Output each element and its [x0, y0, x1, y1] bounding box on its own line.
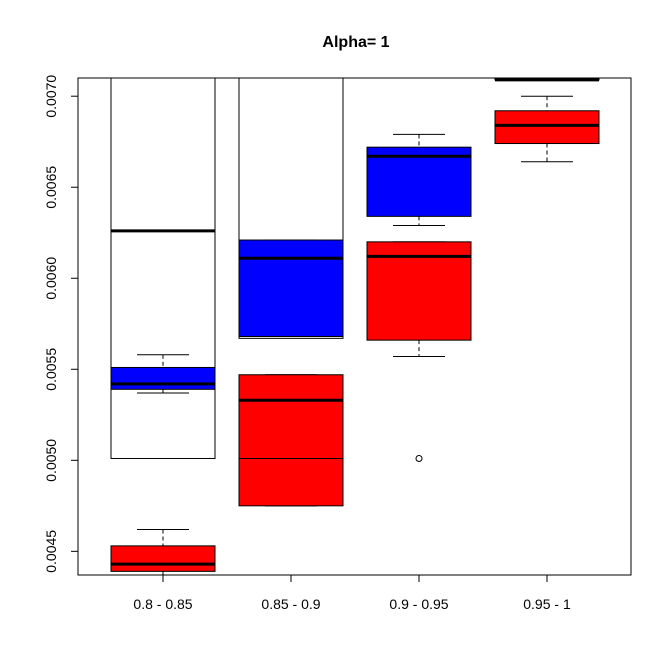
x-tick-label: 0.85 - 0.9 [261, 596, 320, 612]
y-axis: 0.0045 0.0050 0.0055 0.0060 0.0065 0.0070 [43, 75, 79, 573]
box [110, 366, 216, 390]
x-tick-label: 0.8 - 0.85 [133, 596, 192, 612]
box-group [110, 78, 216, 459]
box [238, 239, 344, 338]
box [238, 374, 344, 507]
outlier-point [415, 454, 423, 462]
box [366, 146, 472, 217]
box [110, 545, 216, 572]
box-group [494, 78, 600, 82]
box-group [110, 354, 216, 394]
box-group [238, 374, 344, 507]
box-group [366, 241, 472, 462]
x-tick-label: 0.95 - 1 [523, 596, 571, 612]
y-tick-label: 0.0060 [43, 257, 59, 300]
y-tick-label: 0.0050 [43, 439, 59, 482]
y-tick-label: 0.0070 [43, 75, 59, 118]
y-tick-label: 0.0045 [43, 530, 59, 573]
box [494, 110, 600, 145]
box-group [366, 133, 472, 226]
box [366, 241, 472, 341]
box-group [494, 95, 600, 163]
chart-title: Alpha= 1 [322, 34, 389, 51]
x-tick-label: 0.9 - 0.95 [389, 596, 448, 612]
boxes-layer [110, 78, 600, 575]
box-group [238, 239, 344, 338]
x-axis: 0.8 - 0.85 0.85 - 0.9 0.9 - 0.95 0.95 - 1 [133, 574, 571, 612]
box [110, 78, 216, 459]
y-tick-label: 0.0055 [43, 348, 59, 391]
y-tick-label: 0.0065 [43, 166, 59, 209]
box-group [110, 528, 216, 575]
